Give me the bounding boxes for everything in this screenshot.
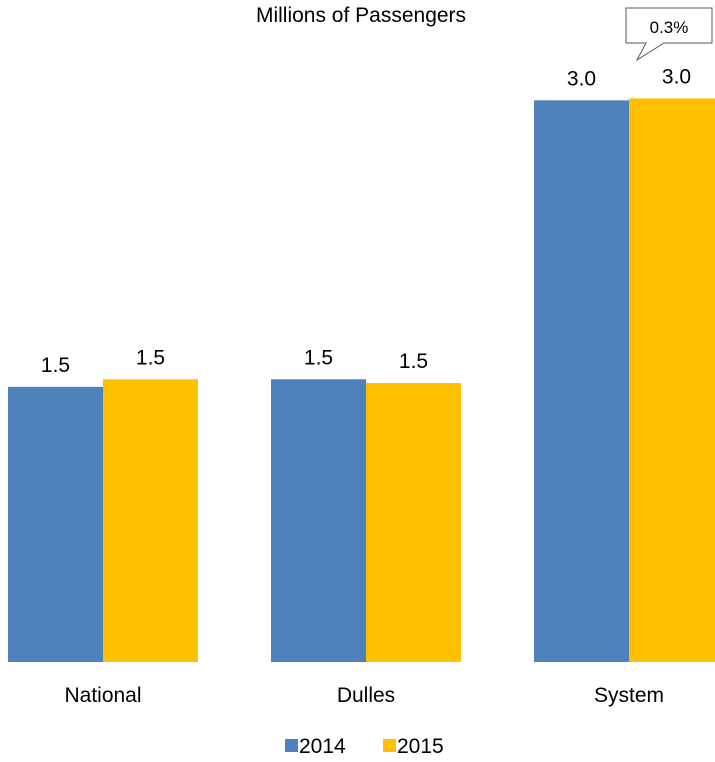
legend: 2014 2015: [285, 735, 444, 758]
category-label-national: National: [64, 684, 141, 707]
bar-system-2015: [629, 98, 715, 663]
data-labels-group: 1.5 1.5 1.5 1.5 3.0 3.0: [41, 65, 691, 376]
chart-title: Millions of Passengers: [256, 4, 466, 27]
bar-system-2014: [534, 100, 629, 662]
legend-label-2014: 2014: [299, 735, 346, 758]
legend-swatch-2014: [285, 739, 298, 752]
bar-national-2014: [8, 386, 103, 662]
data-label-system-2015: 3.0: [662, 65, 691, 88]
bar-dulles-2014: [271, 379, 366, 662]
category-label-system: System: [594, 684, 664, 707]
callout-box: [625, 7, 713, 62]
callout: 0.3%: [625, 7, 713, 62]
bar-national-2015: [103, 379, 198, 662]
callout-text: 0.3%: [650, 18, 689, 37]
legend-label-2015: 2015: [397, 735, 444, 758]
data-label-dulles-2014: 1.5: [304, 346, 333, 369]
bar-dulles-2015: [366, 383, 461, 662]
data-label-national-2014: 1.5: [41, 354, 70, 377]
legend-swatch-2015: [383, 739, 396, 752]
bars-group: [8, 98, 715, 663]
data-label-national-2015: 1.5: [136, 346, 165, 369]
category-labels-group: National Dulles System: [64, 684, 664, 707]
data-label-dulles-2015: 1.5: [399, 350, 428, 373]
category-label-dulles: Dulles: [337, 684, 395, 707]
data-label-system-2014: 3.0: [567, 67, 596, 90]
